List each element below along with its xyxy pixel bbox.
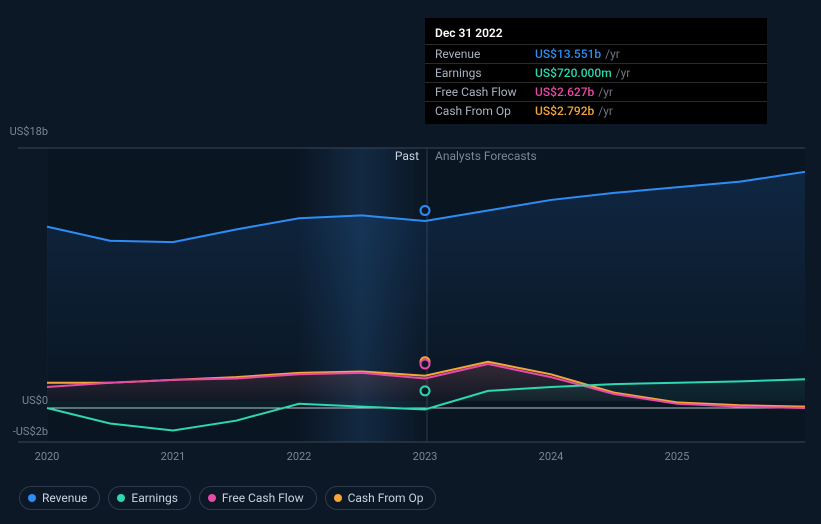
x-axis-label: 2024 bbox=[539, 450, 564, 463]
legend-dot-icon bbox=[334, 494, 342, 502]
tooltip-row-value: US$13.551b bbox=[535, 47, 601, 61]
x-axis-label: 2020 bbox=[35, 450, 60, 463]
tooltip-row: Cash From OpUS$2.792b/yr bbox=[425, 101, 767, 120]
tooltip-row-value: US$720.000m bbox=[535, 66, 612, 80]
legend-dot-icon bbox=[208, 494, 216, 502]
forecast-label: Analysts Forecasts bbox=[435, 149, 537, 163]
y-axis-bottom-label: -US$2b bbox=[8, 425, 48, 438]
legend-dot-icon bbox=[117, 494, 125, 502]
tooltip-row: RevenueUS$13.551b/yr bbox=[425, 44, 767, 63]
x-axis-label: 2025 bbox=[665, 450, 690, 463]
chart-tooltip: Dec 31 2022 RevenueUS$13.551b/yrEarnings… bbox=[425, 18, 767, 124]
legend-dot-icon bbox=[28, 494, 36, 502]
tooltip-row-label: Free Cash Flow bbox=[435, 85, 535, 99]
y-axis-top-label: US$18b bbox=[8, 125, 48, 138]
legend-item[interactable]: Earnings bbox=[108, 486, 191, 510]
tooltip-row: EarningsUS$720.000m/yr bbox=[425, 63, 767, 82]
tooltip-title: Dec 31 2022 bbox=[425, 26, 767, 44]
y-axis-zero-label: US$0 bbox=[8, 394, 48, 407]
tooltip-row: Free Cash FlowUS$2.627b/yr bbox=[425, 82, 767, 101]
x-axis-label: 2022 bbox=[287, 450, 312, 463]
tooltip-row-unit: /yr bbox=[598, 85, 613, 99]
legend-item[interactable]: Revenue bbox=[19, 486, 100, 510]
legend-item-label: Free Cash Flow bbox=[222, 491, 304, 505]
chart-legend: Revenue Earnings Free Cash Flow Cash From O… bbox=[19, 486, 436, 510]
legend-item[interactable]: Cash From Op bbox=[325, 486, 437, 510]
tooltip-row-label: Earnings bbox=[435, 66, 535, 80]
past-label: Past bbox=[395, 149, 419, 163]
tooltip-row-unit: /yr bbox=[598, 104, 613, 118]
x-axis-label: 2021 bbox=[161, 450, 186, 463]
x-axis-label: 2023 bbox=[413, 450, 438, 463]
tooltip-row-label: Revenue bbox=[435, 47, 535, 61]
tooltip-row-value: US$2.792b bbox=[535, 104, 594, 118]
legend-item-label: Earnings bbox=[131, 491, 178, 505]
legend-item-label: Revenue bbox=[42, 491, 87, 505]
tooltip-row-unit: /yr bbox=[616, 66, 631, 80]
legend-item[interactable]: Free Cash Flow bbox=[199, 486, 317, 510]
tooltip-row-unit: /yr bbox=[605, 47, 620, 61]
tooltip-row-value: US$2.627b bbox=[535, 85, 594, 99]
tooltip-row-label: Cash From Op bbox=[435, 104, 535, 118]
legend-item-label: Cash From Op bbox=[348, 491, 424, 505]
